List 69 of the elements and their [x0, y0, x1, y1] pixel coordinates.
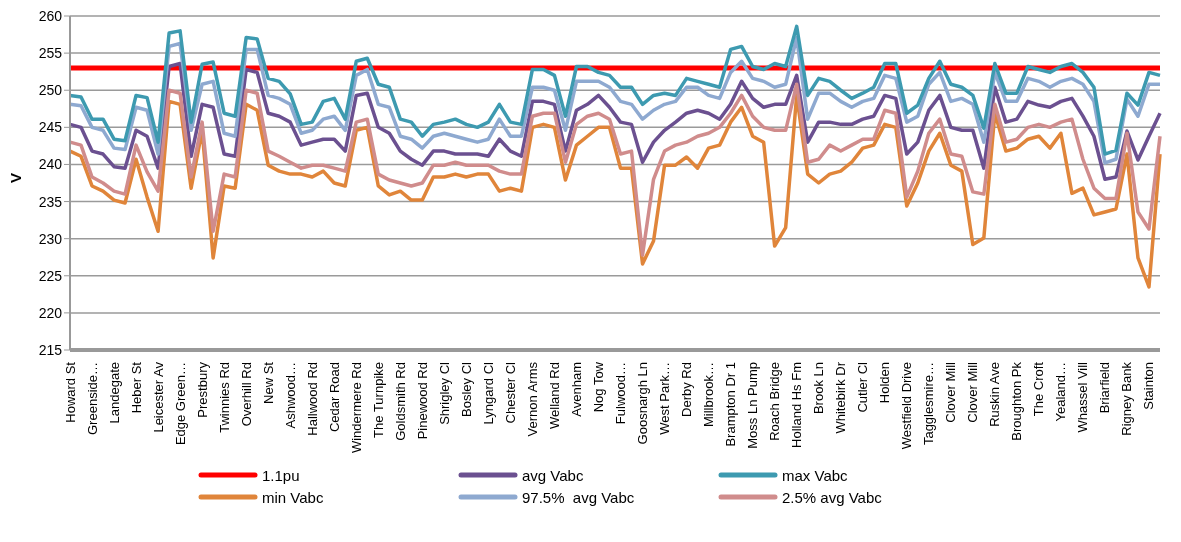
- x-tick-label: Edge Green…: [172, 362, 188, 446]
- x-tick-label: Ashwood…: [282, 362, 298, 429]
- legend-label: 2.5% avg Vabc: [782, 488, 882, 506]
- x-tick-label: Windermere Rd: [348, 362, 364, 454]
- x-tick-label: The Turnpike: [370, 362, 386, 438]
- x-tick-label: Cedar Road: [326, 362, 342, 433]
- x-tick-label: Broughton Pk: [1009, 361, 1025, 441]
- x-tick-label: Whassel Vill: [1075, 361, 1091, 433]
- y-tick-label: 230: [38, 230, 63, 247]
- x-tick-label: Derby Rd: [679, 362, 695, 417]
- legend-label: avg Vabc: [522, 466, 584, 484]
- x-tick-label: Holden: [877, 362, 893, 404]
- x-tick-label: Clover Mill: [965, 361, 981, 423]
- x-tick-label: Goosnargh Ln: [635, 362, 651, 445]
- x-tick-label: Goldsmith Rd: [392, 362, 408, 441]
- x-tick-label: Yealand…: [1053, 362, 1069, 422]
- x-tick-label: Whitebirk Dr: [833, 361, 849, 434]
- legend-label: 1.1pu: [262, 466, 300, 484]
- x-tick-label: Hallwood Rd: [304, 362, 320, 436]
- y-tick-label: 220: [38, 304, 63, 321]
- x-tick-label: Rigney Bank: [1119, 361, 1135, 436]
- x-tick-label: Shrigley Cl: [436, 361, 452, 425]
- x-tick-label: Prestbury: [194, 361, 210, 418]
- x-tick-label: Pinewood Rd: [414, 362, 430, 440]
- y-tick-label: 245: [38, 119, 63, 136]
- y-tick-label: 235: [38, 193, 63, 210]
- x-tick-label: Lyngard Cl: [480, 361, 496, 425]
- x-tick-label: Chester Cl: [502, 361, 518, 424]
- x-tick-label: Holland Hs Fm: [789, 362, 805, 448]
- y-tick-label: 225: [38, 267, 63, 284]
- x-tick-label: Fulwood…: [613, 362, 629, 425]
- x-tick-label: Avenham: [568, 362, 584, 417]
- y-tick-label: 255: [38, 45, 63, 62]
- x-tick-label: Moss Ln Pump: [745, 362, 761, 449]
- x-tick-label: Leicester Av: [150, 361, 166, 433]
- x-tick-label: Greenside…: [84, 362, 100, 435]
- x-tick-label: Landegate: [106, 362, 122, 424]
- x-tick-label: Briarfield: [1097, 362, 1113, 414]
- line-series: [68, 61, 1162, 182]
- y-tick-label: 240: [38, 156, 63, 173]
- line-series: [68, 82, 1162, 257]
- x-tick-label: Heber St: [128, 361, 144, 414]
- y-tick-label: 260: [38, 7, 63, 24]
- x-tick-label: Tagglesmire…: [921, 362, 937, 446]
- y-tick-label: 250: [38, 82, 63, 99]
- x-tick-label: Nog Tow: [590, 361, 606, 413]
- x-tick-label: Vernon Arms: [524, 361, 540, 437]
- x-tick-label: The Croft: [1031, 361, 1047, 417]
- x-tick-label: Roach Bridge: [767, 362, 783, 441]
- x-tick-label: Millbrook…: [701, 362, 717, 428]
- x-tick-label: Twinnies Rd: [216, 362, 232, 433]
- x-tick-label: Bosley Cl: [458, 361, 474, 417]
- x-tick-label: Howard St: [62, 361, 78, 423]
- x-tick-label: Clover Mill: [943, 361, 959, 423]
- x-tick-label: New St: [260, 361, 276, 404]
- legend-label: min Vabc: [262, 488, 324, 506]
- x-tick-label: Brampton Dr 1: [723, 362, 739, 447]
- x-tick-label: Cutler Cl: [855, 361, 871, 413]
- x-tick-label: Westfield Drive: [899, 362, 915, 450]
- legend-label: max Vabc: [782, 466, 848, 484]
- x-tick-label: West Park…: [657, 362, 673, 435]
- y-tick-label: 215: [38, 341, 63, 358]
- legend-label: 97.5% avg Vabc: [522, 488, 635, 506]
- x-tick-label: Ruskin Ave: [987, 362, 1003, 427]
- x-tick-label: Welland Rd: [546, 362, 562, 429]
- y-axis-title: V: [7, 172, 25, 183]
- x-tick-label: Stainton: [1141, 362, 1157, 410]
- x-tick-label: Overhill Rd: [238, 362, 254, 427]
- x-tick-label: Brook Ln: [811, 362, 827, 415]
